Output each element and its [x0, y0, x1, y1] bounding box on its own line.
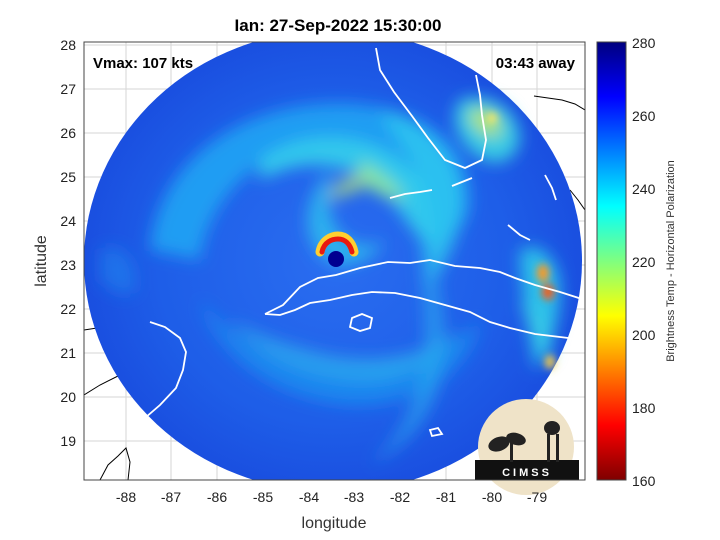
y-tick-label: 21 — [60, 345, 76, 361]
x-tick-label: -83 — [344, 489, 364, 505]
y-tick-label: 19 — [60, 433, 76, 449]
x-tick-label: -80 — [482, 489, 502, 505]
colorbar-scale — [596, 41, 627, 481]
colorbar-tick-label: 180 — [632, 400, 656, 416]
colorbar: 280 260 240 220 200 180 160 Brightness T… — [596, 35, 677, 489]
x-tick-label: -87 — [161, 489, 181, 505]
y-axis-label: latitude — [33, 235, 50, 287]
y-tick-label: 22 — [60, 301, 76, 317]
x-tick-label: -79 — [527, 489, 547, 505]
logo-text: CIMSS — [502, 467, 552, 479]
hurricane-eye — [328, 251, 344, 267]
brightness-swath — [84, 42, 582, 480]
time-away-label: 03:43 away — [496, 55, 576, 72]
map-title: Ian: 27-Sep-2022 15:30:00 — [235, 16, 442, 35]
colorbar-tick-label: 260 — [632, 108, 656, 124]
x-tick-label: -82 — [390, 489, 410, 505]
x-axis-label: longitude — [302, 515, 367, 532]
y-tick-label: 27 — [60, 81, 76, 97]
y-tick-label: 24 — [60, 213, 76, 229]
x-tick-label: -86 — [207, 489, 227, 505]
y-tick-label: 25 — [60, 169, 76, 185]
colorbar-tick-label: 200 — [632, 327, 656, 343]
y-tick-label: 20 — [60, 389, 76, 405]
plot-area: CIMSS Vmax: 107 kts 03:43 away — [83, 41, 586, 495]
y-tick-label: 26 — [60, 125, 76, 141]
colorbar-tick-label: 240 — [632, 181, 656, 197]
x-tick-label: -84 — [299, 489, 319, 505]
plot-frame — [83, 41, 586, 481]
hurricane-eyewall — [315, 231, 359, 267]
colorbar-tick-label: 220 — [632, 254, 656, 270]
coastline-inner — [134, 47, 585, 438]
cimss-logo: CIMSS — [475, 399, 579, 495]
x-tick-label: -88 — [116, 489, 136, 505]
y-tick-label: 23 — [60, 257, 76, 273]
y-axis: 28 27 26 25 24 23 22 21 20 19 latitude — [33, 37, 76, 449]
vmax-label: Vmax: 107 kts — [93, 55, 193, 72]
x-tick-label: -81 — [436, 489, 456, 505]
colorbar-label: Brightness Temp - Horizontal Polarizatio… — [665, 160, 677, 362]
colorbar-tick-label: 280 — [632, 35, 656, 51]
y-tick-label: 28 — [60, 37, 76, 53]
x-axis: -88 -87 -86 -85 -84 -83 -82 -81 -80 -79 … — [116, 489, 547, 532]
x-tick-label: -85 — [253, 489, 273, 505]
colorbar-tick-label: 160 — [632, 473, 656, 489]
